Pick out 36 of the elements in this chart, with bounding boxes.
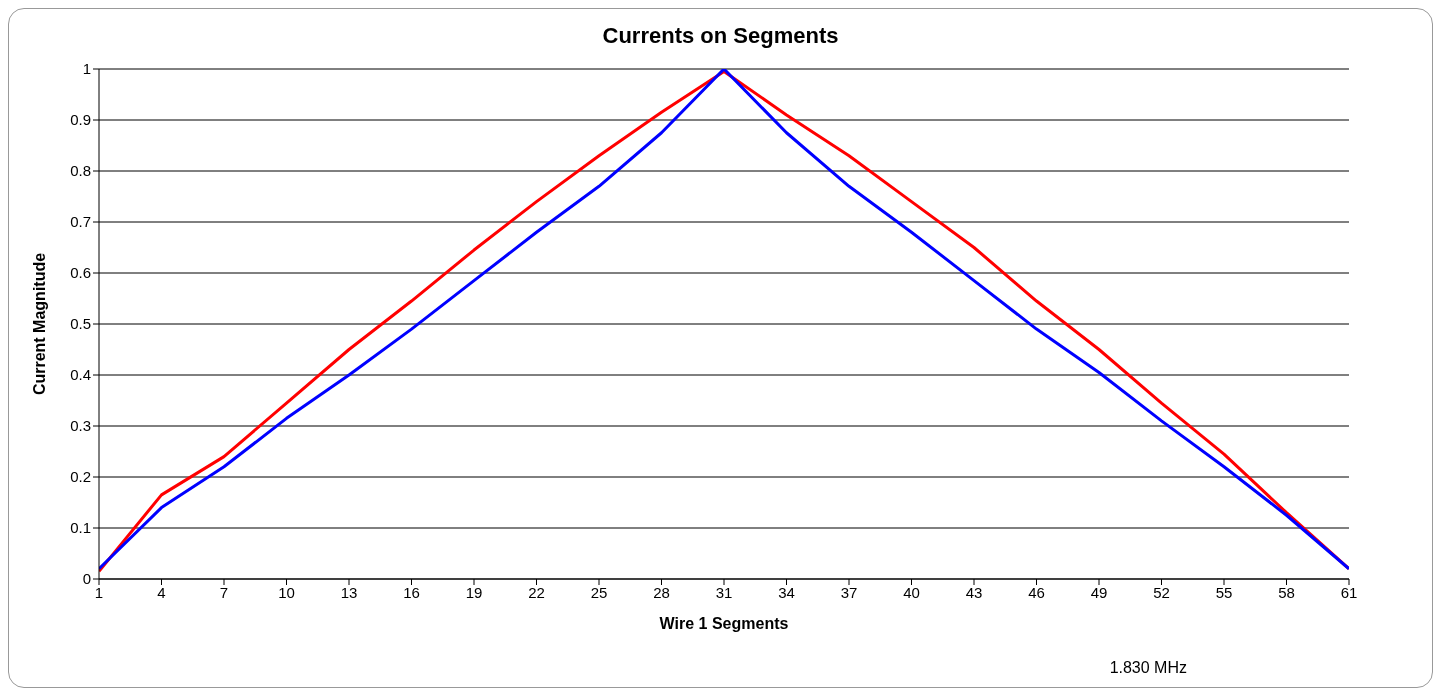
x-tick-label: 7: [219, 583, 229, 601]
x-tick-label: 25: [590, 583, 608, 601]
x-tick-label: 46: [1028, 583, 1045, 601]
x-tick-label: 22: [528, 583, 545, 601]
y-tick-label: 0.5: [70, 315, 91, 333]
y-tick-label: 0.9: [70, 111, 91, 129]
x-tick-label: 31: [715, 583, 733, 601]
y-tick-label: 0.2: [70, 468, 91, 486]
y-tick-label: 0.6: [70, 264, 91, 282]
x-tick-label: 10: [278, 583, 295, 601]
y-tick-label: 0: [82, 570, 91, 588]
y-tick-label: 0.3: [70, 417, 91, 435]
x-axis-title: Wire 1 Segments: [659, 615, 789, 632]
y-axis-title: Current Magnitude: [30, 252, 48, 396]
x-tick-label: 40: [903, 583, 920, 601]
x-tick-label: 61: [1340, 583, 1358, 601]
x-tick-label: 43: [965, 583, 983, 601]
y-tick-label: 0.1: [70, 519, 91, 537]
x-tick-label: 13: [340, 583, 358, 601]
x-tick-label: 16: [403, 583, 420, 601]
x-tick-label: 37: [840, 583, 858, 601]
x-tick-label: 4: [157, 583, 166, 601]
x-tick-label: 58: [1278, 583, 1295, 601]
y-tick-label: 0.4: [70, 366, 91, 384]
x-tick-label: 28: [653, 583, 670, 601]
x-tick-label: 1: [94, 583, 104, 601]
y-tick-label: 1: [82, 60, 91, 78]
chart-title: Currents on Segments: [601, 22, 840, 50]
x-tick-label: 19: [465, 583, 483, 601]
text: 1.830 MHz: [1109, 659, 1187, 677]
x-tick-label: 49: [1090, 583, 1108, 601]
y-tick-label: 0.7: [70, 213, 91, 231]
x-tick-label: 52: [1153, 583, 1170, 601]
x-tick-label: 55: [1215, 583, 1233, 601]
y-tick-label: 0.8: [70, 162, 91, 180]
x-tick-label: 34: [778, 583, 795, 601]
